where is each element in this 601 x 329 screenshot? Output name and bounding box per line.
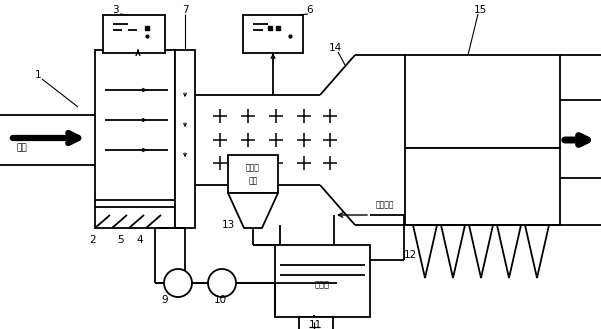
Text: 15: 15 (474, 5, 487, 15)
Polygon shape (228, 193, 278, 228)
Text: 3: 3 (112, 5, 118, 15)
Polygon shape (525, 225, 549, 278)
Text: 2: 2 (90, 235, 96, 245)
Bar (95, 50, 175, 228)
Circle shape (164, 269, 192, 297)
Bar (175, 50, 195, 228)
Polygon shape (469, 225, 493, 278)
Bar (103, 15, 165, 53)
Bar (405, 148, 560, 225)
Text: 5: 5 (117, 235, 123, 245)
Text: 固浆液: 固浆液 (314, 281, 329, 290)
Text: 13: 13 (221, 220, 234, 230)
Polygon shape (441, 225, 465, 278)
Bar (243, 15, 303, 53)
Text: 11: 11 (308, 320, 322, 329)
Bar (299, 317, 333, 329)
Circle shape (208, 269, 236, 297)
Text: 7: 7 (182, 5, 188, 15)
Text: 6: 6 (307, 5, 313, 15)
Text: 4: 4 (136, 235, 143, 245)
Text: 10: 10 (213, 295, 227, 305)
Text: 9: 9 (162, 295, 168, 305)
Text: 脱硫废水: 脱硫废水 (376, 200, 394, 210)
Text: 聚剂: 聚剂 (248, 176, 258, 186)
Text: 12: 12 (403, 250, 416, 260)
Text: 1: 1 (35, 70, 41, 80)
Polygon shape (497, 225, 521, 278)
Text: 化学团: 化学团 (246, 164, 260, 172)
Text: 14: 14 (328, 43, 341, 53)
Text: 烟气: 烟气 (17, 143, 28, 153)
Polygon shape (413, 225, 437, 278)
Bar (405, 55, 560, 148)
Bar (275, 245, 370, 317)
Bar (228, 155, 278, 193)
